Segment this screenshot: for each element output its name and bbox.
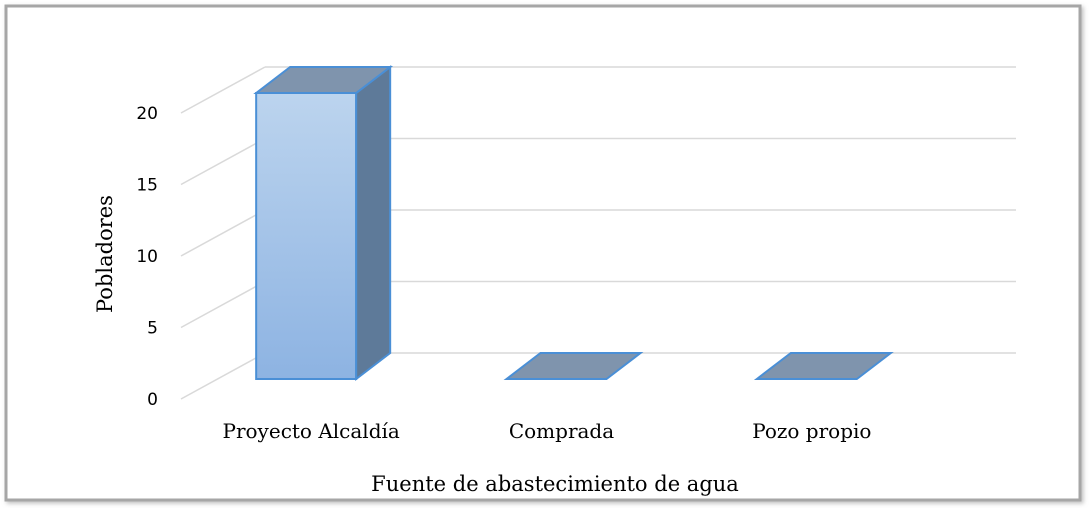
bar-top xyxy=(753,352,894,380)
bar-2 xyxy=(753,352,894,380)
x-axis-categories: Proyecto Alcaldía Comprada Pozo propio xyxy=(223,419,872,443)
y-tick-label: 0 xyxy=(147,390,158,410)
y-tick-label: 15 xyxy=(136,176,158,196)
bar-top xyxy=(253,66,394,94)
bar-1 xyxy=(503,352,644,380)
y-axis-ticks: 0 5 10 15 20 xyxy=(136,104,158,410)
y-tick-label: 10 xyxy=(136,247,158,267)
x-category-label: Comprada xyxy=(509,419,614,443)
y-tick-label: 5 xyxy=(147,319,158,339)
x-axis-title: Fuente de abastecimiento de agua xyxy=(371,472,739,496)
x-category-label: Proyecto Alcaldía xyxy=(223,419,400,443)
bar-top xyxy=(503,352,644,380)
bars xyxy=(253,64,894,382)
y-tick-label: 20 xyxy=(136,104,158,124)
x-category-label: Pozo propio xyxy=(752,419,871,443)
bar-front xyxy=(255,92,358,380)
y-axis-title: Pobladores xyxy=(93,195,117,313)
bar-side xyxy=(355,64,392,382)
bar-0 xyxy=(253,64,394,382)
